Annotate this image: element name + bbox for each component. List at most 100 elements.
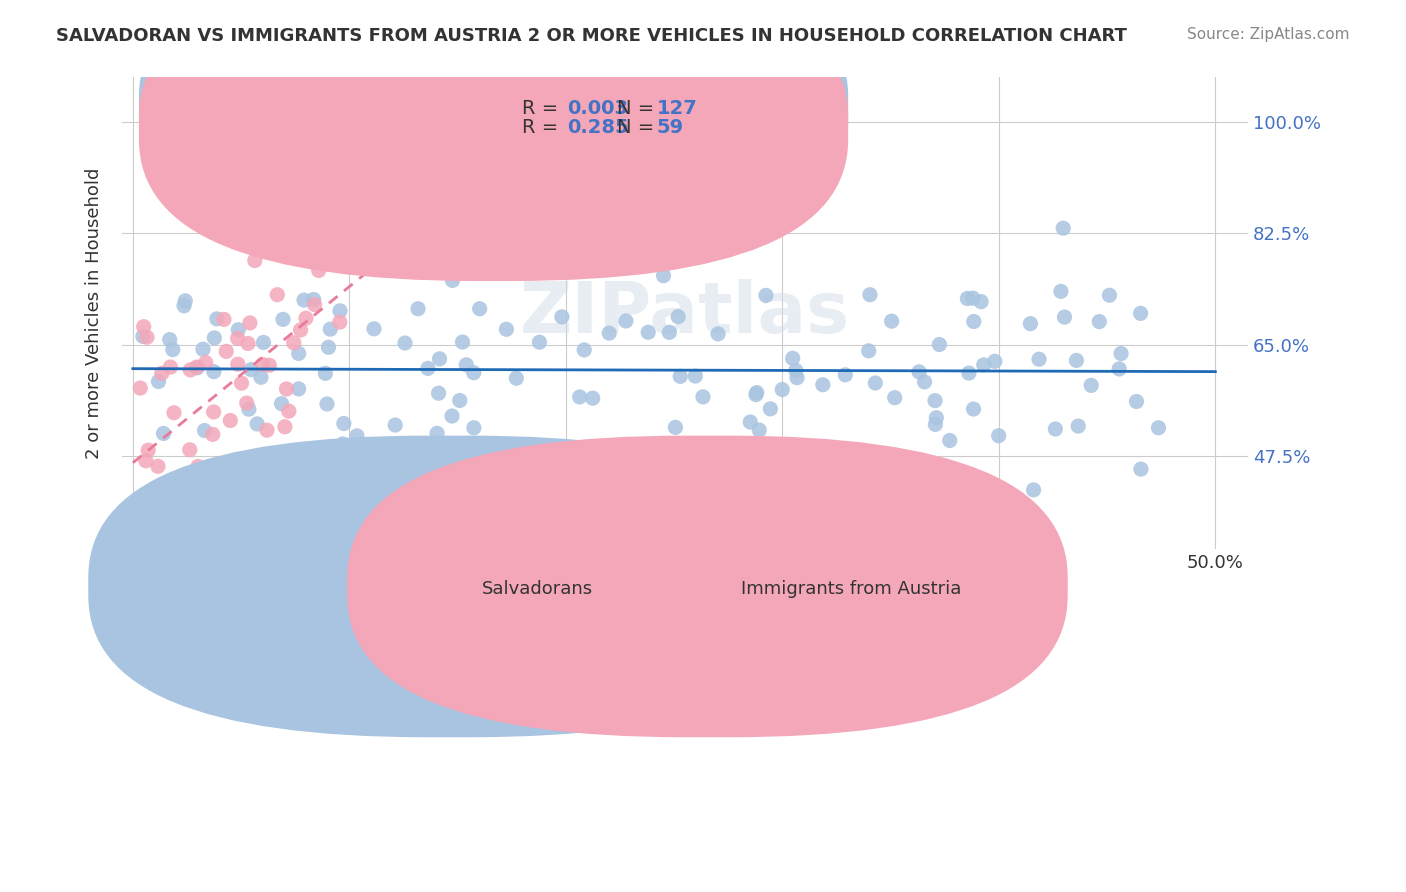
Point <box>132 319 155 334</box>
Point <box>1022 483 1045 497</box>
Point <box>301 222 323 236</box>
Point <box>463 366 485 380</box>
Point <box>987 428 1010 442</box>
Point <box>150 366 173 380</box>
Point <box>162 343 184 357</box>
Point <box>194 355 217 369</box>
Point <box>1147 421 1170 435</box>
FancyBboxPatch shape <box>347 435 1067 738</box>
Point <box>658 326 681 340</box>
Point <box>1098 288 1121 302</box>
Point <box>172 485 194 500</box>
Point <box>250 370 273 384</box>
Point <box>1066 353 1088 368</box>
Point <box>287 346 309 360</box>
Point <box>938 434 960 448</box>
Point <box>277 404 299 418</box>
Point <box>1088 315 1111 329</box>
Text: 0.285: 0.285 <box>567 119 628 137</box>
Point <box>1053 310 1076 325</box>
Point <box>314 367 336 381</box>
Point <box>142 497 165 511</box>
Point <box>495 322 517 336</box>
Point <box>755 288 778 302</box>
Point <box>456 358 478 372</box>
Point <box>271 312 294 326</box>
Point <box>361 438 384 452</box>
Point <box>984 354 1007 368</box>
Point <box>332 437 354 451</box>
Point <box>159 333 181 347</box>
Point <box>212 312 235 326</box>
Point <box>745 385 768 400</box>
Point <box>240 362 263 376</box>
Point <box>159 360 181 375</box>
Point <box>394 336 416 351</box>
Point <box>174 293 197 308</box>
Point <box>262 481 284 495</box>
Point <box>295 311 318 326</box>
Point <box>956 292 979 306</box>
Point <box>186 360 208 375</box>
Point <box>1080 378 1102 392</box>
Point <box>770 383 793 397</box>
Point <box>811 377 834 392</box>
Point <box>883 391 905 405</box>
Point <box>1109 346 1132 360</box>
Point <box>226 357 249 371</box>
Text: N =: N = <box>617 99 655 118</box>
Point <box>451 334 474 349</box>
Point <box>859 287 882 301</box>
Point <box>463 421 485 435</box>
Point <box>652 268 675 283</box>
Point <box>924 417 946 432</box>
Point <box>1067 419 1090 434</box>
Text: Salvadorans: Salvadorans <box>482 580 593 598</box>
Point <box>218 455 240 469</box>
Point <box>329 303 352 318</box>
Text: 127: 127 <box>657 99 697 118</box>
Point <box>316 397 339 411</box>
Point <box>973 358 995 372</box>
Point <box>908 365 931 379</box>
Point <box>201 427 224 442</box>
Point <box>637 326 659 340</box>
Point <box>283 335 305 350</box>
Point <box>148 375 170 389</box>
Point <box>745 387 768 401</box>
Text: Immigrants from Austria: Immigrants from Austria <box>741 580 962 598</box>
Point <box>582 391 605 405</box>
Point <box>598 326 620 340</box>
Point <box>740 415 762 429</box>
Point <box>187 459 209 474</box>
FancyBboxPatch shape <box>139 0 848 281</box>
Point <box>252 335 274 350</box>
Point <box>318 340 340 354</box>
Point <box>496 450 519 464</box>
Point <box>136 330 159 344</box>
Text: ZIPatlas: ZIPatlas <box>520 278 851 348</box>
Point <box>136 443 159 458</box>
Point <box>266 287 288 301</box>
Point <box>280 145 302 159</box>
Point <box>963 314 986 328</box>
Point <box>179 442 201 457</box>
Point <box>614 314 637 328</box>
Point <box>962 402 984 417</box>
Point <box>574 343 596 357</box>
Point <box>882 449 904 463</box>
FancyBboxPatch shape <box>454 82 780 145</box>
Point <box>202 365 225 379</box>
Point <box>416 361 439 376</box>
Point <box>858 343 880 358</box>
Point <box>274 419 297 434</box>
Point <box>134 529 156 543</box>
Point <box>1019 317 1042 331</box>
Point <box>256 423 278 437</box>
Point <box>834 368 856 382</box>
Point <box>239 316 262 330</box>
Point <box>219 413 242 427</box>
Point <box>785 363 807 377</box>
Point <box>429 351 451 366</box>
Point <box>529 335 551 350</box>
